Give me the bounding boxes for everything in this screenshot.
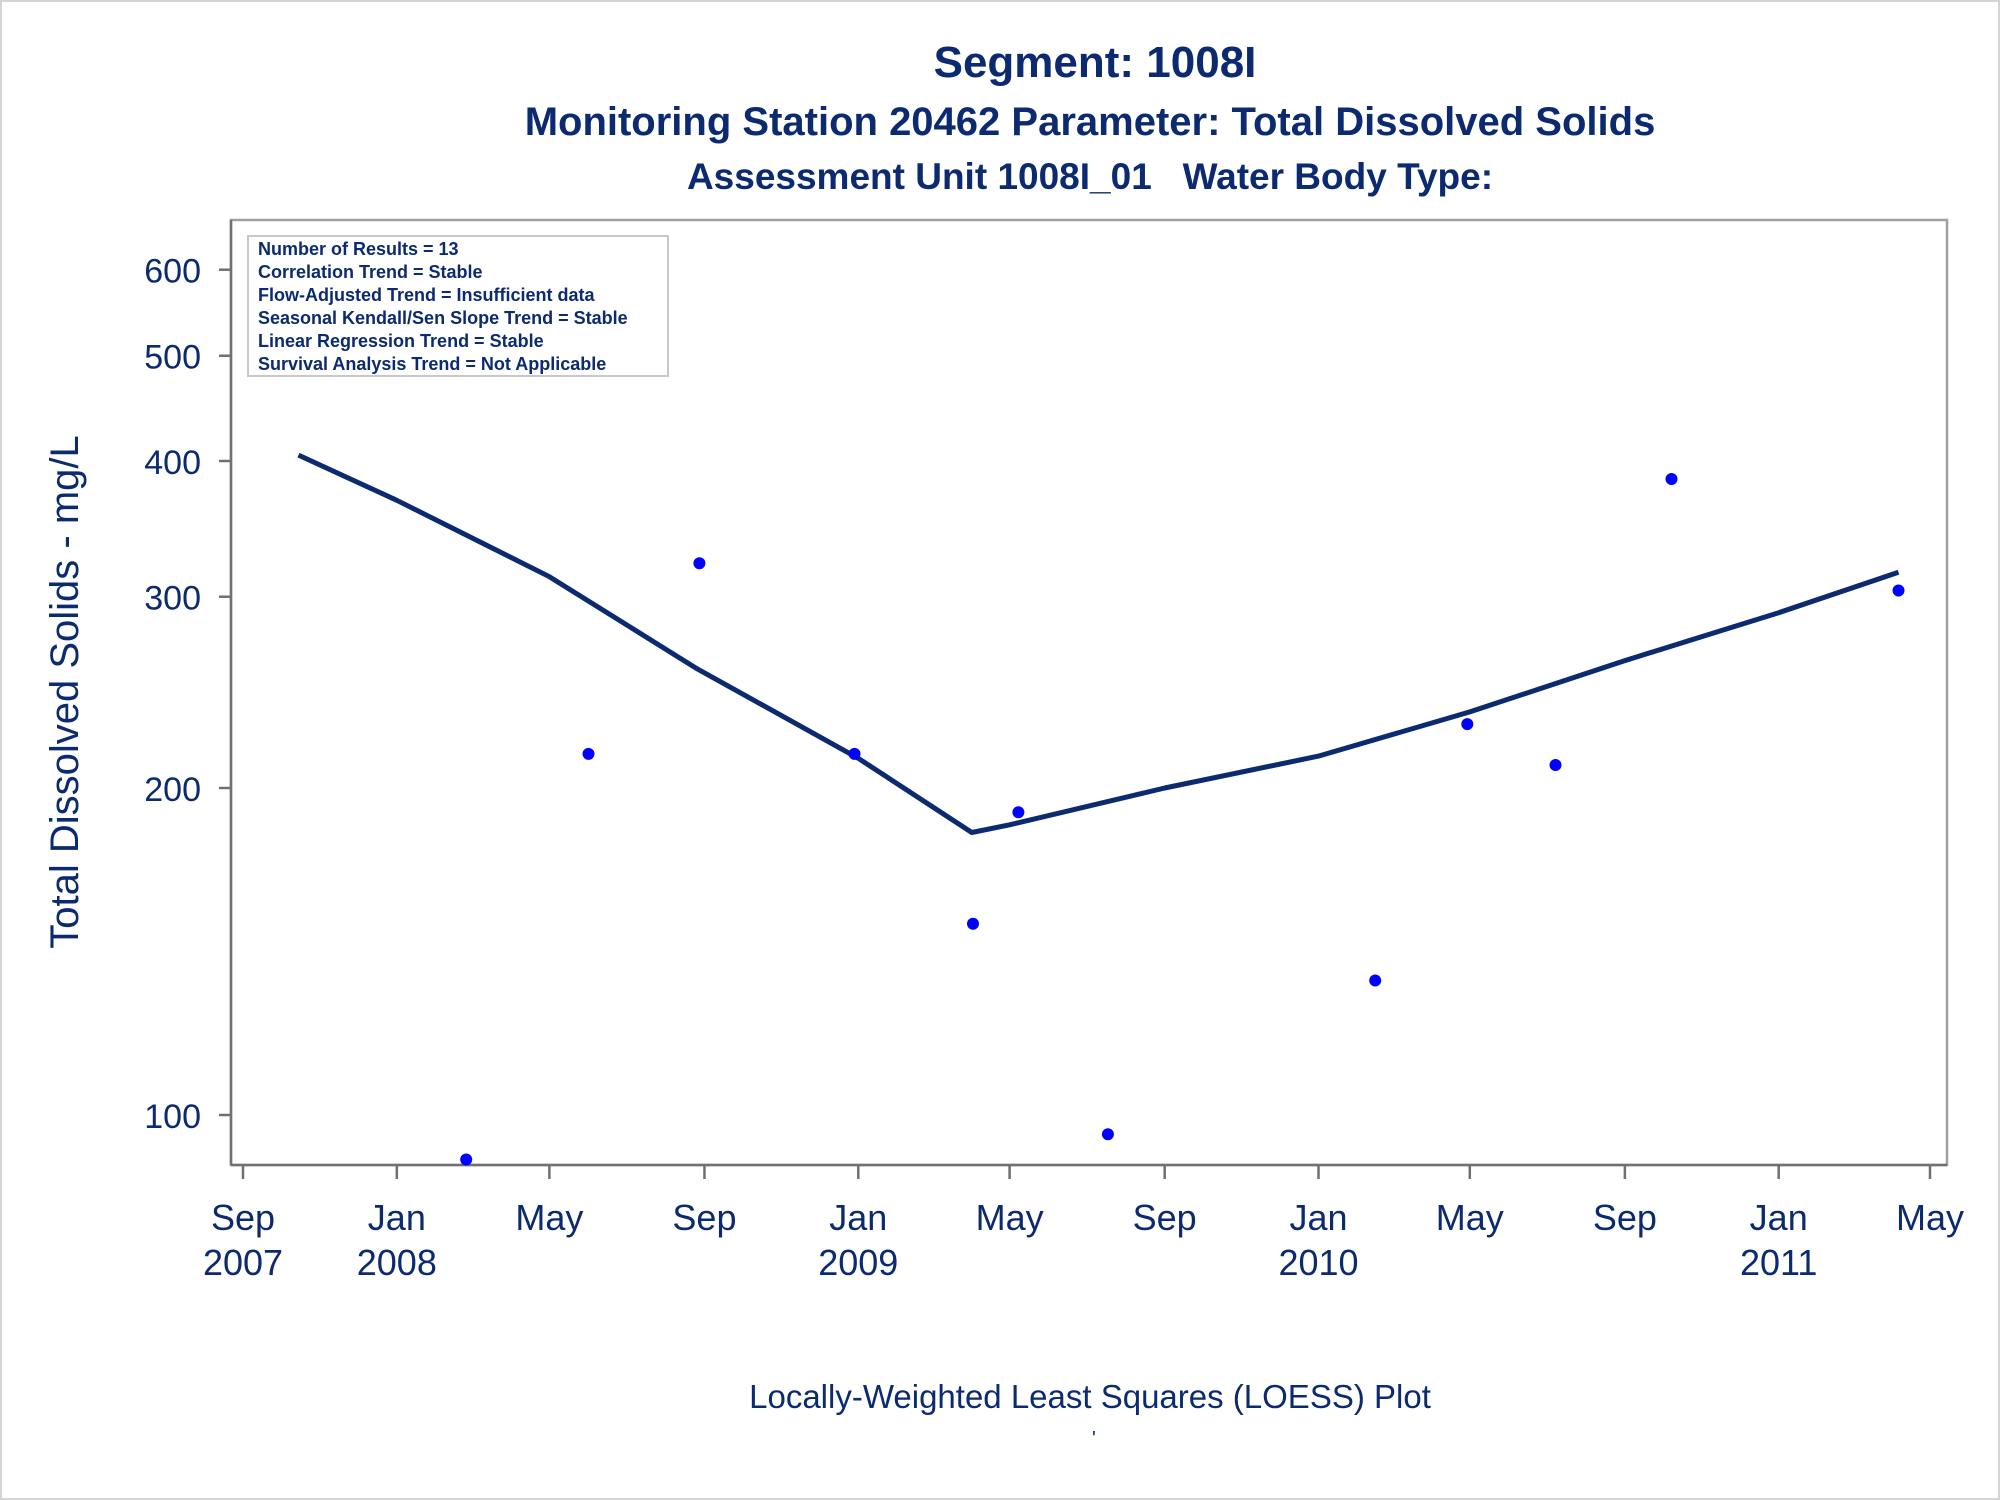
x-tick-label-7: Jan [1289,1197,1347,1238]
x-tick-label-11: May [1896,1197,1964,1238]
x-tick-year-0: 2007 [203,1242,283,1283]
inset-line-correlation: Correlation Trend = Stable [258,262,483,282]
data-point-12 [1892,584,1905,597]
y-tick-label-400: 400 [144,444,201,482]
chart-title: Segment: 1008I [933,38,1257,87]
y-axis-label: Total Dissolved Solids - mg/L [43,435,87,949]
x-tick-year-1: 2008 [357,1242,437,1283]
plot-footnote: Locally-Weighted Least Squares (LOESS) P… [749,1378,1431,1415]
x-tick-label-2: May [515,1197,583,1238]
x-tick-label-4: Jan [829,1197,887,1238]
data-point-4 [848,747,861,760]
data-point-1 [460,1153,473,1166]
footnote-mark: ' [1092,1428,1096,1450]
x-tick-year-7: 2010 [1278,1242,1358,1283]
y-tick-label-600: 600 [144,253,201,291]
data-point-11 [1665,473,1678,485]
stats-inset: Number of Results = 13 Correlation Trend… [247,235,669,377]
data-point-6 [1012,806,1025,819]
data-point-3 [693,557,706,570]
data-point-2 [582,747,595,760]
inset-line-linear-regression: Linear Regression Trend = Stable [258,331,544,351]
x-tick-label-9: Sep [1593,1197,1657,1238]
inset-line-survival: Survival Analysis Trend = Not Applicable [258,354,606,374]
data-point-8 [1369,974,1382,987]
x-tick-label-10: Jan [1750,1197,1808,1238]
x-tick-year-4: 2009 [818,1242,898,1283]
x-tick-label-8: May [1436,1197,1504,1238]
inset-line-results: Number of Results = 13 [258,239,459,259]
stats-inset-box [247,235,669,377]
loess-curve [297,452,1900,835]
inset-line-seasonal-kendall: Seasonal Kendall/Sen Slope Trend = Stabl… [258,308,628,328]
x-tick-year-10: 2011 [1740,1242,1817,1283]
y-tick-label-500: 500 [144,339,201,377]
x-tick-label-0: Sep [211,1197,275,1238]
x-tick-label-1: Jan [368,1197,426,1238]
x-tick-label-5: May [976,1197,1044,1238]
inset-line-flow-adjusted: Flow-Adjusted Trend = Insufficient data [258,285,596,305]
y-tick-label-300: 300 [144,580,201,618]
data-point-9 [1461,718,1474,731]
data-point-7 [1101,1128,1114,1141]
data-point-10 [1549,759,1562,771]
chart-subtitle: Monitoring Station 20462 Parameter: Tota… [524,100,1656,144]
chart-subtitle-2: Assessment Unit 1008I_01 Water Body Type… [686,156,1494,197]
x-tick-label-3: Sep [672,1197,736,1238]
y-tick-label-100: 100 [144,1098,201,1136]
y-tick-label-200: 200 [144,771,201,809]
x-tick-label-6: Sep [1133,1197,1197,1238]
data-point-5 [967,917,979,930]
